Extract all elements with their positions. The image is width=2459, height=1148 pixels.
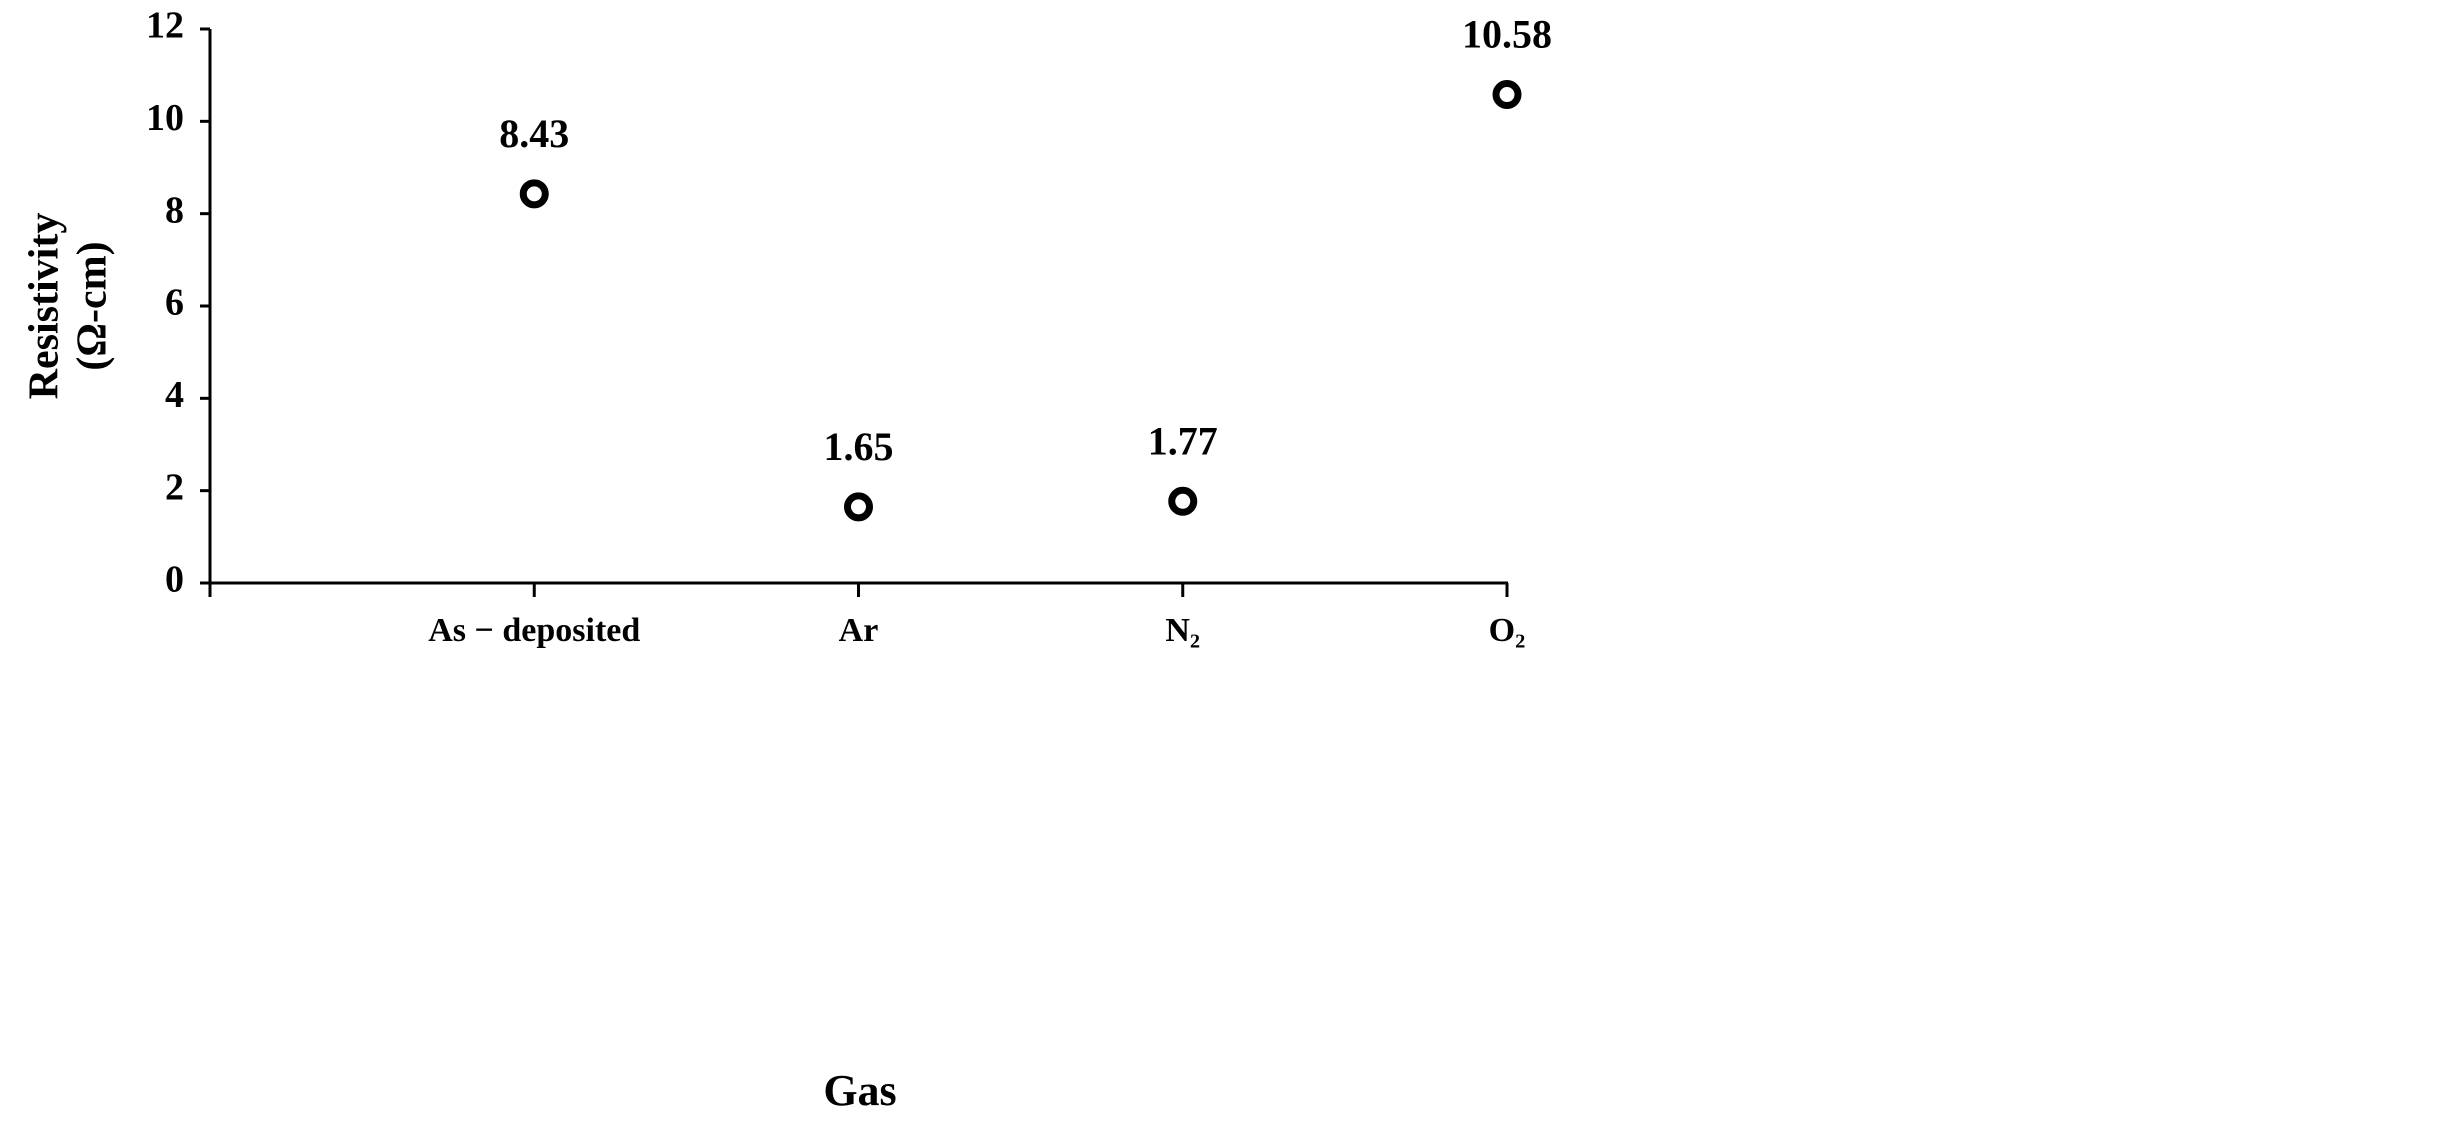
y-tick-label: 8 xyxy=(165,189,184,231)
x-tick-label: O₂ xyxy=(1489,612,1526,649)
y-tick-label: 4 xyxy=(165,374,184,416)
marker xyxy=(1168,486,1198,516)
marker xyxy=(844,492,873,522)
y-axis-title: Resistivity (Ω-cm) xyxy=(22,213,116,400)
x-tick-label: N₂ xyxy=(1165,612,1200,649)
data-label: 10.58 xyxy=(1462,12,1552,57)
y-axis-title-line: (Ω-cm) xyxy=(70,241,116,370)
y-tick-label: 12 xyxy=(146,5,184,47)
data-label: 1.77 xyxy=(1148,418,1218,463)
y-tick-label: 6 xyxy=(165,282,184,324)
x-tick-label: As − deposited xyxy=(428,612,640,649)
y-axis-title-line: Resistivity xyxy=(22,213,68,400)
data-label: 8.43 xyxy=(499,111,569,156)
marker xyxy=(519,179,549,209)
marker xyxy=(1492,80,1522,110)
x-tick-label: Ar xyxy=(839,612,879,649)
y-tick-label: 10 xyxy=(146,97,184,139)
data-label: 1.65 xyxy=(824,424,894,469)
y-tick-label: 0 xyxy=(165,559,184,601)
y-tick-label: 2 xyxy=(165,466,184,508)
x-axis-title: Gas xyxy=(823,1066,896,1115)
